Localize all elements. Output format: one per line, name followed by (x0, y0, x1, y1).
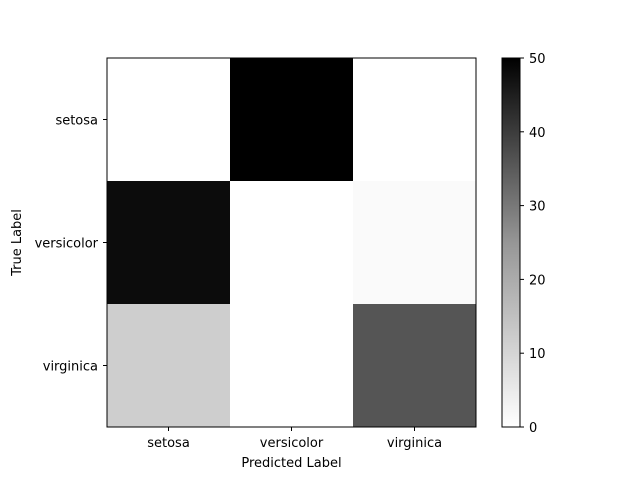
colorbar-tick-label: 10 (529, 347, 546, 362)
heatmap-cell-setosa-setosa (107, 58, 231, 182)
colorbar-ticks: 0 10 20 30 40 50 (520, 52, 546, 436)
y-tick-label: setosa (55, 114, 98, 129)
x-tick-label: setosa (147, 436, 190, 451)
heatmap-cell-virginica-virginica (353, 304, 477, 428)
heatmap-cell-setosa-versicolor (230, 58, 354, 182)
x-axis-ticks: setosa versicolor virginica (147, 427, 442, 451)
heatmap-cell-virginica-setosa (107, 304, 231, 428)
heatmap-cell-virginica-versicolor (230, 304, 354, 428)
y-axis-label: True Label (10, 209, 25, 277)
colorbar-tick-label: 0 (529, 421, 537, 436)
colorbar-tick-label: 50 (529, 52, 546, 67)
heatmap-cell-versicolor-setosa (107, 181, 231, 305)
colorbar-tick-label: 30 (529, 200, 546, 215)
heatmap-cell-versicolor-versicolor (230, 181, 354, 305)
y-axis-ticks: setosa versicolor virginica (35, 114, 107, 375)
y-tick-label: versicolor (35, 237, 99, 252)
x-tick-label: versicolor (260, 436, 324, 451)
heatmap-cells (107, 58, 477, 428)
colorbar (501, 57, 521, 428)
x-tick-label: virginica (387, 436, 442, 451)
heatmap-cell-setosa-virginica (353, 58, 477, 182)
heatmap-cell-versicolor-virginica (353, 181, 477, 305)
colorbar-tick-label: 40 (529, 126, 546, 141)
x-axis-label: Predicted Label (241, 456, 341, 471)
y-tick-label: virginica (43, 360, 98, 375)
colorbar-tick-label: 20 (529, 273, 546, 288)
